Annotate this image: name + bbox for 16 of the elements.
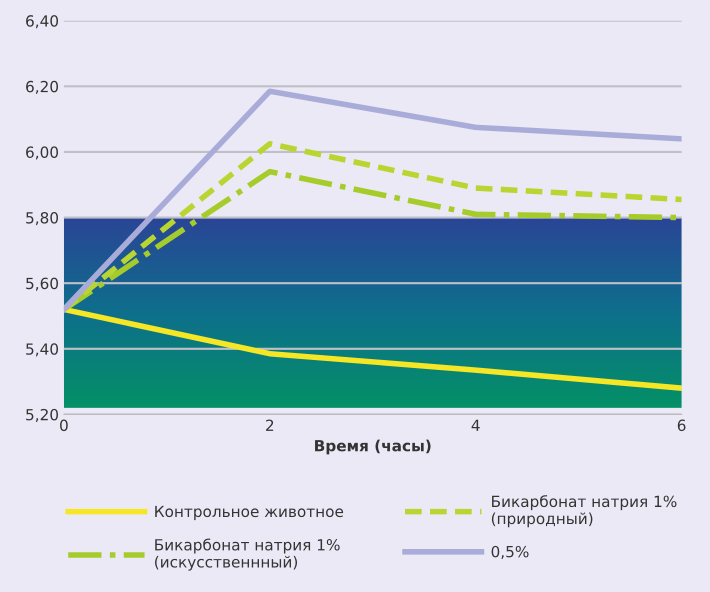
y-tick-label: 5,40 (26, 343, 58, 356)
y-tick-label: 6,20 (26, 80, 58, 94)
legend-label: 0,5% (492, 546, 529, 559)
y-tick-label: 5,80 (26, 212, 58, 226)
legend-label: Бикарбонат натрия 1% (природный) (492, 495, 676, 528)
y-tick-label: 6,40 (26, 15, 58, 28)
x-tick-label: 2 (266, 420, 274, 431)
x-tick-label: 6 (678, 420, 686, 432)
legend-label: Контрольное животное (155, 506, 344, 520)
x-axis-title: Время (часы) (315, 440, 431, 454)
y-tick-label: 5,20 (26, 408, 58, 422)
x-tick-label: 0 (60, 420, 68, 432)
y-tick-label: 5,60 (26, 278, 58, 291)
y-tick-label: 6,00 (26, 146, 58, 160)
x-tick-label: 4 (472, 420, 480, 431)
legend-label: Бикарбонат натрия 1% (искусственнный) (155, 538, 340, 571)
